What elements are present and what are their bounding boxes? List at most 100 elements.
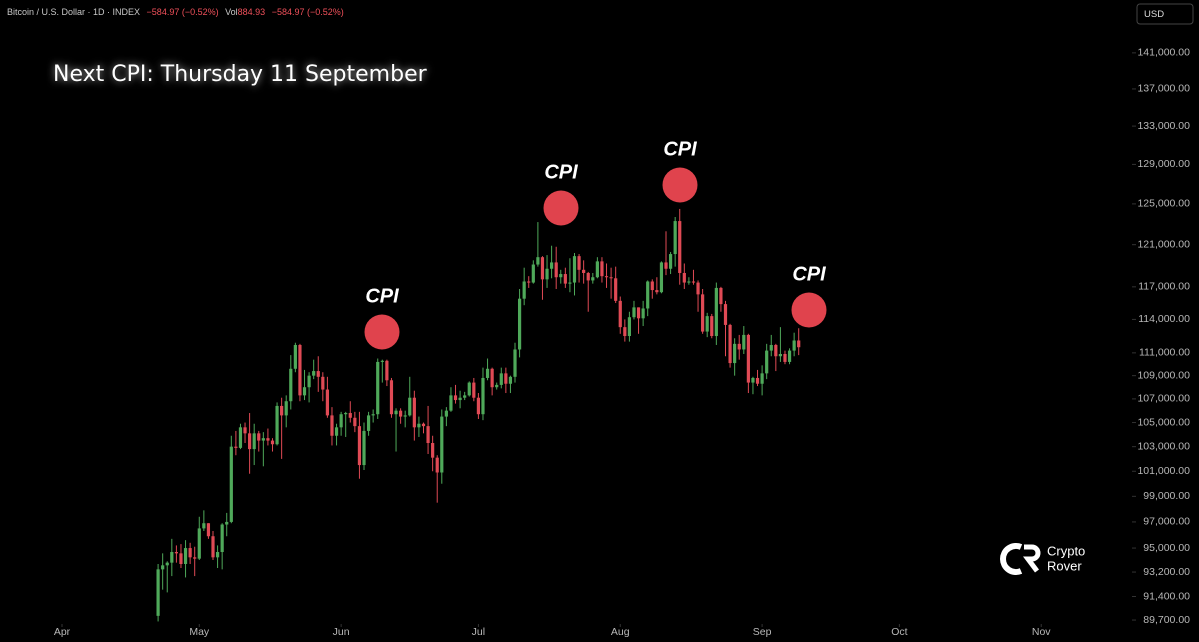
currency[interactable]: USD [1144,9,1164,20]
candle-body [225,521,229,525]
candle-body [737,343,741,350]
candle [389,377,394,418]
candle [490,367,494,396]
candle [156,563,160,622]
candle-body [495,384,499,388]
candle [614,266,618,304]
candle [778,327,783,362]
volume-change: −584.97 (−0.52%) [272,7,344,17]
candle-body [321,376,325,390]
candle [714,282,718,345]
candle-body [261,438,265,441]
candle [513,342,517,383]
candle [412,390,416,441]
candle [650,279,654,299]
candle [248,413,252,474]
event-label: CPI [663,138,697,160]
candle-body [229,446,233,522]
candle-body [710,316,714,337]
candle [609,267,613,299]
candle-body [463,395,467,398]
candle [243,422,247,444]
candle-body [504,373,508,384]
candle [550,245,554,279]
candle [586,271,590,312]
candle-body [733,343,737,364]
y-tick-label: 121,000.00 [1137,238,1190,250]
candle-body [659,262,664,293]
candle-body [591,277,595,281]
candle [220,523,224,570]
candle-body [325,389,330,416]
candle-body [252,433,256,450]
symbol: Bitcoin / U.S. Dollar · 1D · INDEX [7,7,140,17]
candle-body [394,410,398,415]
candle [481,367,485,421]
candle [554,246,558,289]
chart-title: Next CPI: Thursday 11 September [53,62,428,87]
candle-body [632,307,636,318]
candle-body [302,387,307,396]
candle-body [458,397,462,401]
candle [280,397,284,459]
candle [536,222,540,267]
candle [380,359,384,383]
candle [646,280,650,317]
candle [737,334,741,360]
candle [746,333,750,394]
candle [522,267,526,306]
candle-body [778,353,783,357]
candle [408,376,412,417]
candle [472,377,476,402]
candle-body [769,344,773,351]
candle [604,263,609,288]
candle [344,411,348,437]
candle-body [266,438,270,441]
candle [691,269,696,285]
candle [705,312,709,338]
candle [238,423,243,450]
x-tick-label: Nov [1032,626,1051,638]
y-tick-label: 103,000.00 [1137,440,1190,452]
candle [527,276,531,288]
event-marker [662,167,698,203]
candle [330,407,334,446]
candle [293,342,297,373]
candle [600,257,604,283]
candle-body [655,290,659,293]
candle-body [371,414,375,416]
candle-body [165,562,169,566]
candle [659,261,664,294]
candle-body [792,340,796,351]
currency-box[interactable] [1136,3,1194,25]
candle-body [719,287,723,305]
candle-body [545,268,549,280]
candle [623,319,627,342]
candle [215,545,220,569]
candle-body [765,350,769,374]
candle [485,358,490,381]
candle-body [701,294,705,332]
candle-body [481,377,485,415]
candle [572,253,577,296]
candle [774,343,778,372]
candle-body [508,376,513,384]
candle [787,348,792,365]
candle [339,411,343,436]
candle-body [275,405,279,445]
candle-body [705,316,709,332]
candle-body [174,552,178,554]
y-tick-label: 101,000.00 [1137,465,1190,477]
candle-body [453,395,458,401]
candle-body [193,557,197,559]
candle [723,300,728,357]
candle [417,416,421,437]
candle [211,531,215,560]
candle-body [334,427,339,436]
candle-body [682,272,686,283]
candle [504,367,508,394]
candle-body [248,433,252,450]
candle [797,328,801,356]
candle-body [668,254,673,269]
candle-body [742,334,746,350]
